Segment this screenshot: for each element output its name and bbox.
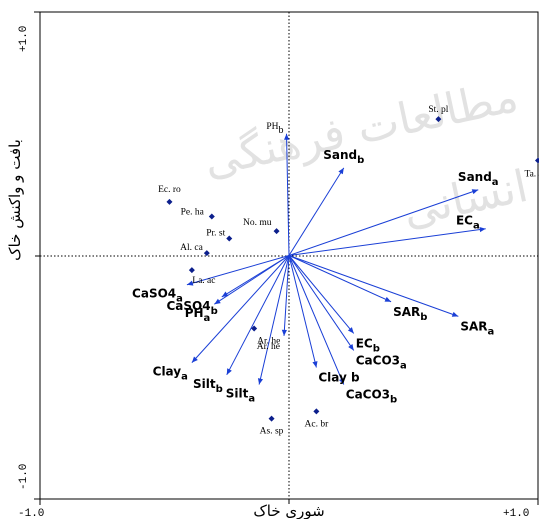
species-label-st-pl: St. pl xyxy=(428,105,448,115)
vector-silt-a xyxy=(258,255,290,385)
vector-label-sar-a: SARa xyxy=(460,319,494,337)
arrowhead-ec-a xyxy=(479,226,486,233)
watermark: مطالعات فرهنگی انسانی xyxy=(199,71,532,237)
vector-clay-a xyxy=(191,255,290,363)
vector-label-caco3-a: CaCO3a xyxy=(356,353,407,371)
vector-label-silt-a: Silta xyxy=(226,387,255,405)
y-tick-label-max: +1.0 xyxy=(18,26,30,52)
species-label-no-mu: No. mu xyxy=(243,218,272,228)
vector-ec-a xyxy=(288,228,486,256)
species-label-ac-br: Ac. br xyxy=(305,419,330,429)
arrowhead-caco3-b xyxy=(339,378,344,385)
vector-label-ph-a: PHa xyxy=(185,306,211,324)
species-point-ec-ro xyxy=(166,198,173,205)
arrowhead-caco3-a xyxy=(348,344,354,351)
vector-label-ph-b: PHb xyxy=(266,122,283,136)
vector-label-ar-he: Ar. he xyxy=(257,342,280,352)
arrowhead-clay-b xyxy=(312,361,318,368)
vector-caco3-b xyxy=(288,255,345,385)
vector-ph-b xyxy=(286,133,290,256)
vector-caso4-a xyxy=(186,255,290,286)
vector-label-caso4-b: CaSO4b xyxy=(166,299,217,317)
species-points: St. pl Ta. ap Ec. ro Pe. ha No. mu Pr. stAl. … xyxy=(158,105,539,437)
vector-ar-he xyxy=(283,255,290,336)
species-label-la-ac: La. ac xyxy=(192,276,215,286)
vector-label-ec-b: ECb xyxy=(356,336,380,354)
arrowhead-clay-a xyxy=(191,356,198,363)
vector-sand-b xyxy=(288,167,345,256)
arrowhead-sand-b xyxy=(338,167,344,175)
arrowhead-sand-a xyxy=(471,189,479,195)
species-point-as-sp xyxy=(268,415,275,422)
x-axis-title: شوری خاک xyxy=(253,502,324,519)
species-label-ar-he: Ar. he xyxy=(257,337,280,347)
arrowhead-ec-b xyxy=(347,327,354,334)
vector-caso4-b xyxy=(221,255,290,298)
species-point-la-ac xyxy=(188,267,195,274)
species-point-ar-he xyxy=(251,325,258,332)
vector-ec-b xyxy=(288,255,355,334)
vector-label-caso4-a: CaSO4a xyxy=(132,287,183,305)
species-label-as-sp: As. sp xyxy=(260,427,284,437)
arrowhead-caso4-a xyxy=(186,280,194,286)
vector-label-clay-b: Clay b xyxy=(318,371,360,385)
arrowhead-sar-b xyxy=(384,296,392,302)
species-point-no-mu xyxy=(273,228,280,235)
x-tick-label-min: -1.0 xyxy=(18,508,44,519)
vector-label-clay-a: Claya xyxy=(153,365,188,383)
vector-clay-b xyxy=(288,255,317,368)
species-point-al-ca xyxy=(203,250,210,257)
species-label-pr-st: Pr. st xyxy=(206,228,225,238)
y-tick-label-min: -1.0 xyxy=(18,464,30,490)
arrowhead-silt-a xyxy=(257,378,264,385)
arrowhead-ph-a xyxy=(214,298,221,305)
arrowhead-sar-a xyxy=(451,311,459,317)
vector-label-sar-b: SARb xyxy=(393,305,427,323)
vector-label-silt-b: Siltb xyxy=(193,377,223,395)
vector-label-sand-a: Sanda xyxy=(458,170,499,188)
species-point-ta-ap xyxy=(535,157,539,164)
arrowhead-caso4-b xyxy=(221,291,229,297)
arrowhead-ph-b xyxy=(284,133,290,140)
x-tick-label-max: +1.0 xyxy=(503,508,529,519)
vector-caco3-a xyxy=(288,255,355,351)
species-label-ec-ro: Ec. ro xyxy=(158,185,181,195)
species-point-pe-ha xyxy=(208,213,215,220)
arrowhead-silt-b xyxy=(226,368,232,375)
y-axis-title: بافت و واکنش خاک xyxy=(6,139,24,261)
species-point-ac-br xyxy=(313,408,320,415)
vector-silt-b xyxy=(226,255,290,376)
vector-sar-b xyxy=(288,255,392,303)
vector-label-ec-a: ECa xyxy=(456,214,480,232)
species-point-pr-st xyxy=(226,235,233,242)
vector-label-caco3-b: CaCO3b xyxy=(346,388,397,406)
vector-sand-a xyxy=(288,189,479,256)
species-label-ta-ap: Ta. ap xyxy=(524,170,539,180)
vector-label-sand-b: Sandb xyxy=(323,148,364,166)
species-label-pe-ha: Pe. ha xyxy=(181,208,205,218)
species-label-al-ca: Al. ca xyxy=(180,243,203,253)
vector-sar-a xyxy=(288,255,459,317)
species-point-st-pl xyxy=(435,116,442,123)
arrowhead-ar-he xyxy=(281,329,287,336)
